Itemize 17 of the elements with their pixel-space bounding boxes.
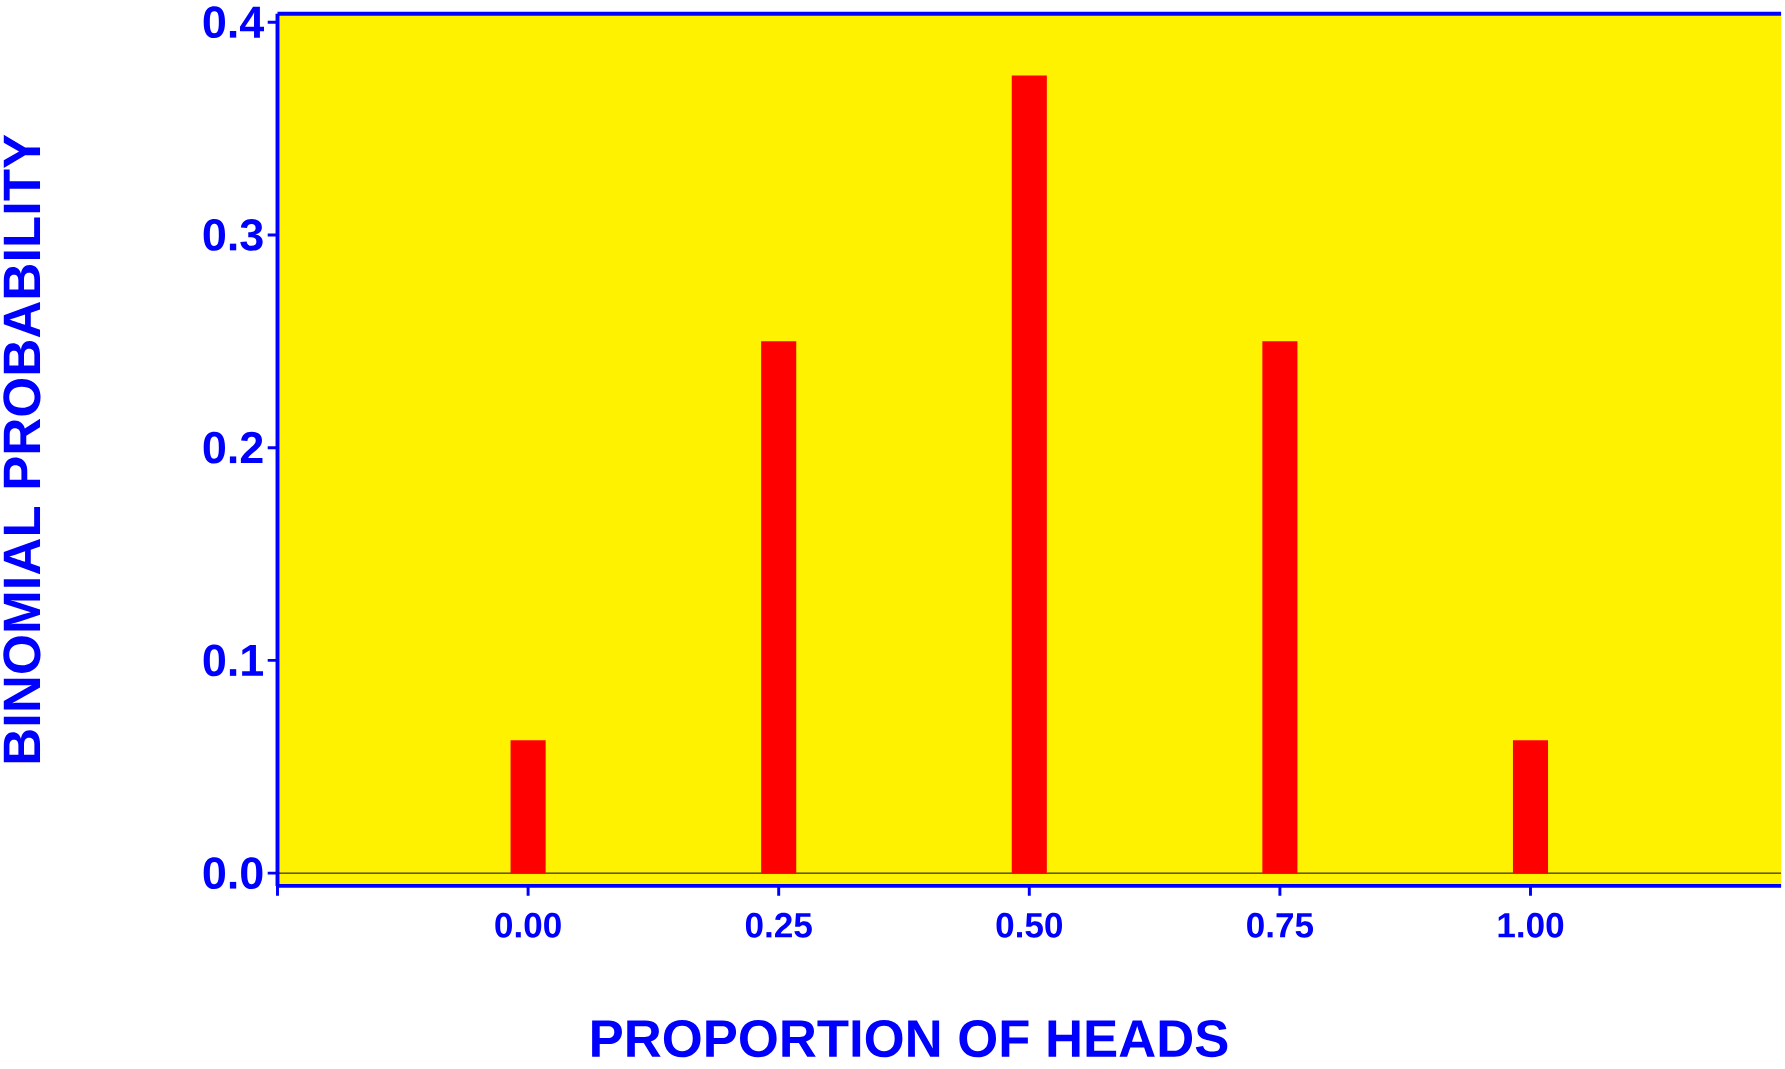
x-tick-label: 0.00 xyxy=(495,912,561,938)
y-axis-title: BINOMIAL PROBABILITY xyxy=(3,134,41,763)
y-tick-label: 0.2 xyxy=(203,431,263,464)
y-tick-label: 0.4 xyxy=(203,6,265,39)
y-tick-label: 0.1 xyxy=(203,644,264,677)
bar xyxy=(1512,740,1549,874)
x-axis-title: PROPORTION OF HEADS xyxy=(592,1019,1228,1058)
x-tick-label: 0.25 xyxy=(745,912,812,938)
bar xyxy=(1262,341,1298,874)
bar xyxy=(761,341,797,874)
x-tick-label: 0.75 xyxy=(1247,912,1314,938)
x-tick-label: 0.50 xyxy=(996,912,1063,938)
y-tick-label: 0.0 xyxy=(203,857,263,890)
x-tick-label: 1.00 xyxy=(1498,912,1564,938)
bar xyxy=(1011,75,1047,874)
y-tick-label: 0.3 xyxy=(203,219,263,251)
bar xyxy=(510,740,546,874)
